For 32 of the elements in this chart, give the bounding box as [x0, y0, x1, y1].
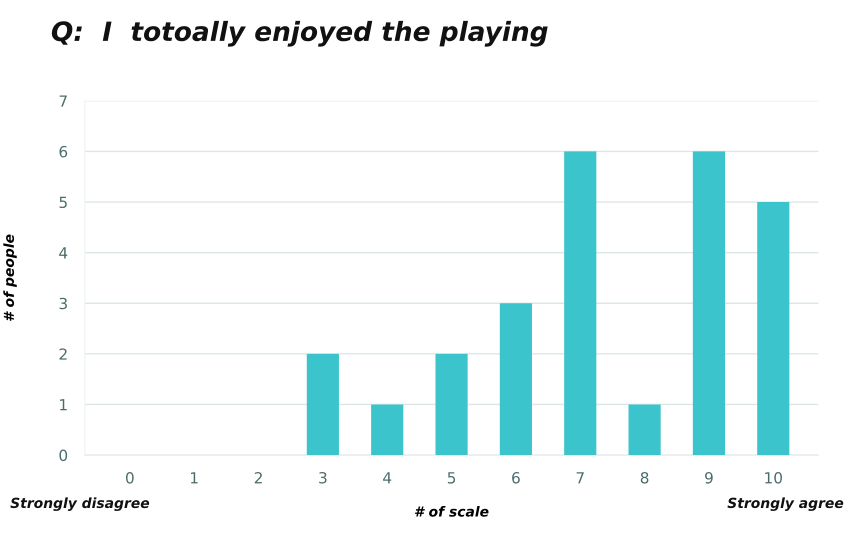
x-tick-label: 7 — [576, 472, 584, 484]
x-tick-label: 1 — [191, 472, 198, 484]
bar — [628, 404, 661, 456]
text: Strongly disagree — [10, 497, 150, 511]
x-tick-label: 3 — [319, 472, 327, 484]
bar — [371, 404, 404, 456]
y-tick-label: 0 — [59, 450, 68, 462]
y-tick-label: 6 — [59, 146, 68, 158]
bar — [692, 151, 726, 456]
x-tick-label: 2 — [254, 472, 262, 484]
bar — [500, 303, 532, 456]
x-tick-label: 10 — [765, 472, 782, 484]
x-tick-label: 4 — [383, 472, 392, 484]
x-tick-label: 0 — [126, 472, 134, 484]
y-tick-label: 3 — [60, 298, 67, 310]
y-tick-label: 2 — [60, 348, 67, 360]
y-axis-title: # of people — [3, 234, 17, 322]
chart-title: Q: I totoally enjoyed the playing — [52, 20, 548, 47]
y-tick-label: 5 — [60, 196, 67, 208]
y-tick-label: 1 — [60, 399, 67, 410]
text: Strongly agree — [727, 497, 844, 511]
y-tick-label: 4 — [59, 247, 68, 258]
bar — [564, 151, 596, 456]
bar — [306, 354, 339, 456]
x-tick-label: 9 — [705, 472, 713, 484]
y-tick-label: 7 — [60, 95, 67, 107]
bar — [757, 202, 790, 456]
x-tick-label: 6 — [512, 472, 520, 484]
x-axis-title: # of scale — [414, 506, 489, 517]
bar — [435, 354, 468, 456]
x-tick-label: 8 — [640, 472, 648, 484]
x-tick-label: 5 — [448, 472, 456, 484]
